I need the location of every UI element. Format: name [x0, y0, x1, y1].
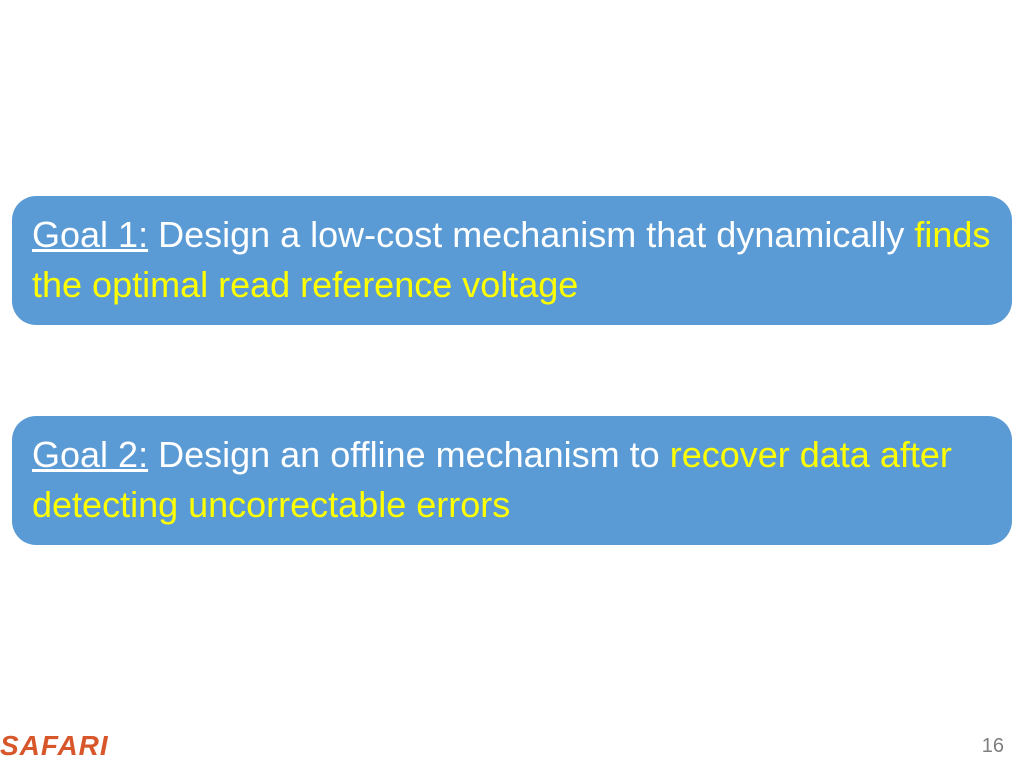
goal-2-label: Goal 2: — [32, 434, 148, 475]
safari-logo: SAFARI — [0, 730, 109, 762]
goal-1-text-white: Design a low-cost mechanism that dynamic… — [148, 214, 914, 255]
goal-1-box: Goal 1: Design a low-cost mechanism that… — [12, 196, 1012, 325]
goal-2-box: Goal 2: Design an offline mechanism to r… — [12, 416, 1012, 545]
slide: Goal 1: Design a low-cost mechanism that… — [0, 0, 1024, 768]
goal-1-label: Goal 1: — [32, 214, 148, 255]
page-number: 16 — [982, 735, 1004, 758]
goal-2-text-white: Design an offline mechanism to — [148, 434, 670, 475]
